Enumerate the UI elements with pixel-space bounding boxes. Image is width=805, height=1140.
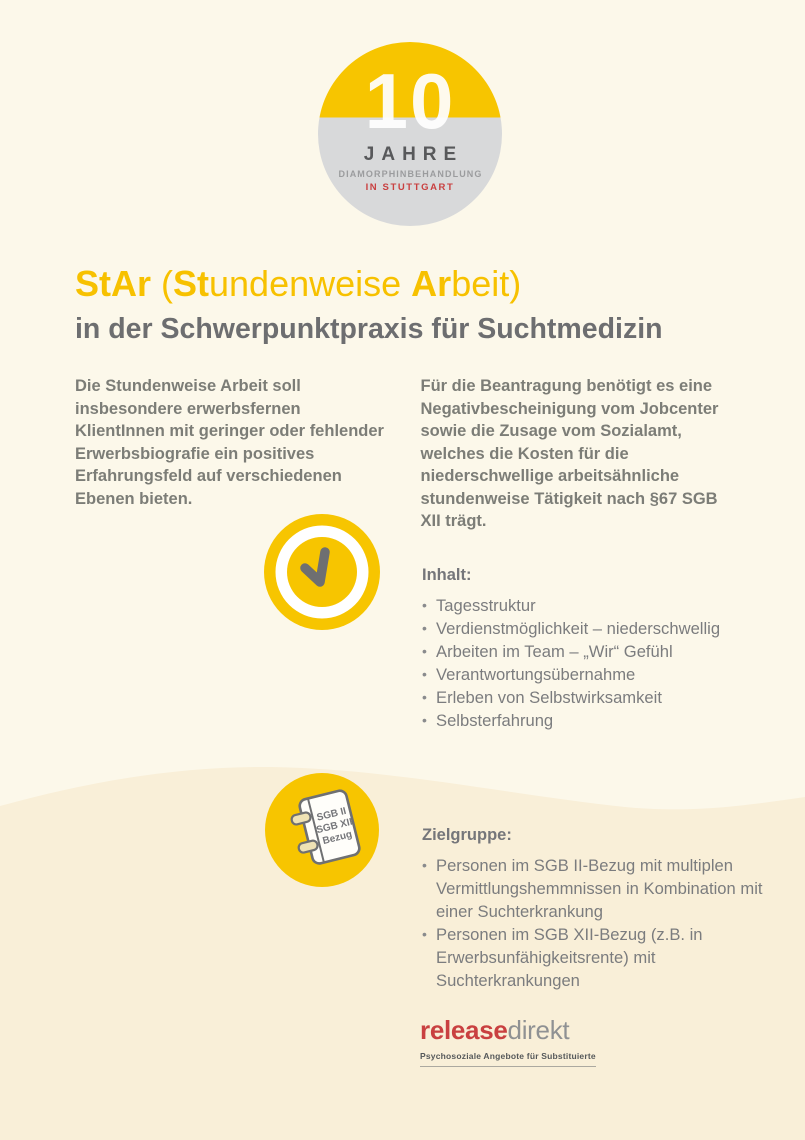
inhalt-section: Inhalt: Tagesstruktur Verdienstmöglichke… [422, 566, 772, 732]
badge-subtitle: DIAMORPHINBEHANDLUNG [338, 169, 483, 179]
page-title: StAr (Stundenweise Arbeit) in der Schwer… [75, 262, 755, 346]
intro-right-paragraph: Für die Beantragung benötigt es eine Neg… [420, 377, 719, 530]
badge-city: IN STUTTGART [365, 182, 455, 193]
brand-name-release: release [420, 1015, 508, 1045]
inhalt-heading: Inhalt: [422, 566, 472, 584]
title-line1: StAr (Stundenweise Arbeit) [75, 263, 522, 304]
list-item: Personen im SGB II-Bezug mit multiplen V… [422, 854, 772, 923]
list-item: Personen im SGB XII-Bezug (z.B. in Erwer… [422, 923, 772, 992]
zielgruppe-list: Personen im SGB II-Bezug mit multiplen V… [422, 854, 772, 992]
brand-logo: releasedirekt Psychosoziale Angebote für… [420, 1016, 596, 1067]
brand-wordmark: releasedirekt [420, 1016, 596, 1045]
inhalt-list: Tagesstruktur Verdienstmöglichkeit – nie… [422, 594, 772, 732]
zielgruppe-heading: Zielgruppe: [422, 826, 512, 844]
list-item: Arbeiten im Team – „Wir“ Gefühl [422, 640, 772, 663]
list-item: Verdienstmöglichkeit – niederschwellig [422, 617, 772, 640]
badge-number: 10 [364, 57, 456, 145]
sgb-binder-icon: SGB II SGB XII Bezug [264, 772, 380, 888]
brand-name-direkt: direkt [507, 1015, 570, 1045]
intro-left-paragraph: Die Stundenweise Arbeit soll insbesonder… [75, 377, 384, 508]
list-item: Tagesstruktur [422, 594, 772, 617]
anniversary-badge: 10 JAHRE DIAMORPHINBEHANDLUNG IN STUTTGA… [318, 42, 502, 226]
clock-icon [262, 512, 382, 632]
badge-years-label: JAHRE [363, 144, 464, 165]
list-item: Verantwortungsübernahme [422, 663, 772, 686]
list-item: Selbsterfahrung [422, 709, 772, 732]
list-item: Erleben von Selbstwirksamkeit [422, 686, 772, 709]
zielgruppe-section: Zielgruppe: Personen im SGB II-Bezug mit… [422, 826, 772, 992]
title-acronym: StAr [75, 263, 152, 304]
title-line2: in der Schwerpunktpraxis für Suchtmedizi… [75, 313, 663, 346]
intro-columns: Die Stundenweise Arbeit soll insbesonder… [75, 375, 740, 533]
brand-tagline: Psychosoziale Angebote für Substituierte [420, 1051, 596, 1067]
